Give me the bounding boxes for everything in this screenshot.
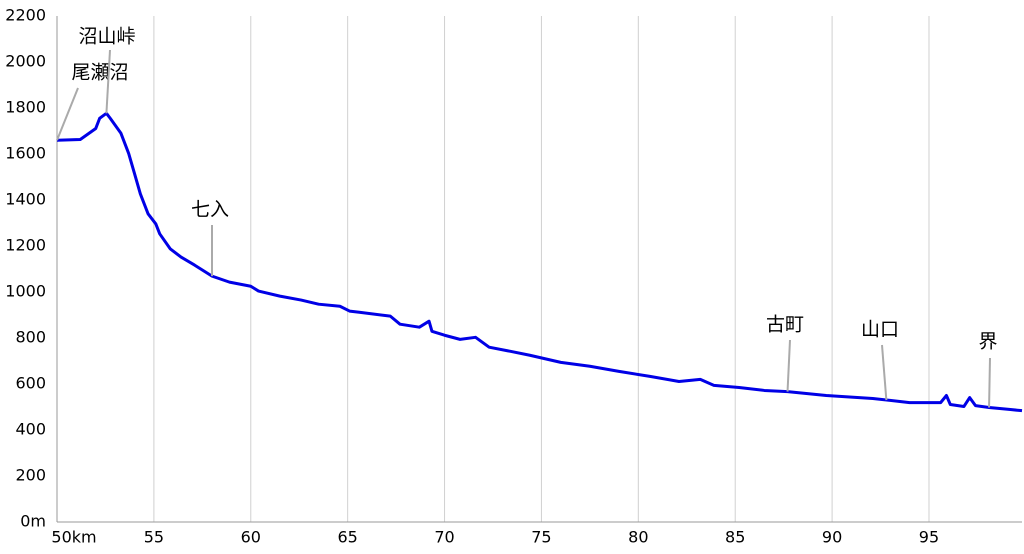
- y-tick-label: 0m: [20, 512, 46, 531]
- x-tick-label: 75: [531, 528, 551, 547]
- y-tick-label: 1000: [5, 282, 46, 301]
- y-tick-label: 1400: [5, 190, 46, 209]
- y-tick-label: 1600: [5, 144, 46, 163]
- x-tick-label: 65: [337, 528, 357, 547]
- x-tick-label: 95: [919, 528, 939, 547]
- annotation-pointer: [105, 49, 111, 114]
- annotation-background: [75, 23, 139, 50]
- annotation-pointer: [56, 87, 79, 141]
- x-tick-label: 80: [628, 528, 648, 547]
- annotation-background: [975, 328, 1001, 355]
- y-tick-label: 1200: [5, 236, 46, 255]
- x-tick-label: 70: [434, 528, 454, 547]
- x-tick-label: 55: [144, 528, 164, 547]
- y-tick-label: 800: [15, 328, 46, 347]
- x-tick-label: 50km: [51, 528, 96, 547]
- annotation-background: [857, 316, 903, 343]
- annotation-pointer: [881, 344, 888, 401]
- annotation-label: 界: [978, 331, 997, 353]
- annotation-pointer: [786, 339, 791, 392]
- elevation-line: [56, 111, 1023, 413]
- annotation-label: 七入: [191, 199, 229, 221]
- y-tick-label: 200: [15, 466, 46, 485]
- annotation-label: 尾瀬沼: [71, 62, 128, 84]
- annotation-background: [68, 59, 132, 86]
- annotation-label: 山口: [861, 319, 899, 341]
- annotation-pointer: [988, 357, 991, 408]
- annotation-label: 沼山峠: [78, 26, 135, 48]
- annotation-label: 古町: [766, 314, 804, 336]
- annotation-background: [762, 311, 808, 338]
- annotation-background: [187, 196, 233, 223]
- x-tick-label: 60: [241, 528, 261, 547]
- y-tick-label: 600: [15, 374, 46, 393]
- y-tick-label: 1800: [5, 98, 46, 117]
- x-tick-label: 85: [725, 528, 745, 547]
- y-tick-label: 2200: [5, 6, 46, 25]
- x-tick-label: 90: [822, 528, 842, 547]
- y-tick-label: 2000: [5, 52, 46, 71]
- y-tick-label: 400: [15, 420, 46, 439]
